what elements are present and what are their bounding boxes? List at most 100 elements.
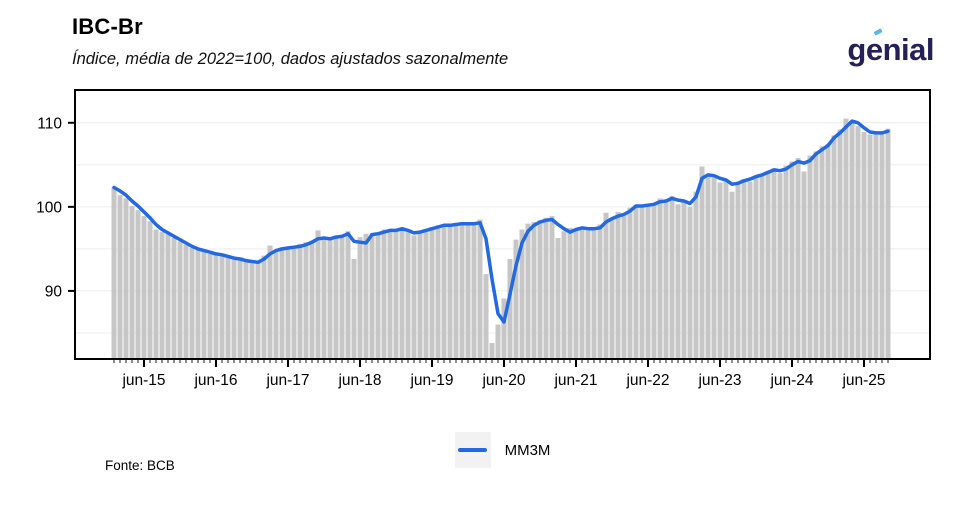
bar <box>483 274 489 358</box>
bar <box>123 198 129 358</box>
bar <box>273 251 279 358</box>
bar <box>477 219 483 358</box>
x-axis-label: jun-24 <box>769 372 813 389</box>
legend-label: MM3M <box>504 441 551 459</box>
bar <box>387 231 393 358</box>
plot-border <box>74 89 931 360</box>
bar <box>195 249 201 358</box>
bar <box>711 177 717 358</box>
bar <box>339 234 345 358</box>
bar <box>537 220 543 358</box>
chart-plot-area: 90 100 110 jun-15 jun-16 jun-17 jun-18 jun-19 ju… <box>36 89 931 389</box>
bar <box>873 133 879 358</box>
bar <box>141 216 147 358</box>
bar <box>501 298 507 358</box>
bar <box>363 233 369 358</box>
y-axis-label: 100 <box>36 199 62 216</box>
bar <box>393 229 399 358</box>
bar <box>243 260 249 358</box>
bar <box>585 230 591 358</box>
x-axis-label: jun-18 <box>337 372 381 389</box>
bar <box>561 231 567 358</box>
x-axis-label: jun-17 <box>265 372 309 389</box>
bar <box>531 221 537 358</box>
bar <box>609 218 615 358</box>
bar <box>753 176 759 358</box>
bar <box>615 211 621 358</box>
bar <box>213 253 219 358</box>
bar <box>513 239 519 358</box>
genial-logo: genial <box>847 28 934 67</box>
bar <box>231 258 237 358</box>
x-axis-label: jun-19 <box>409 372 453 389</box>
x-axis-label: jun-20 <box>481 372 525 389</box>
bar <box>597 224 603 358</box>
chart-subtitle: Índice, média de 2022=100, dados ajustad… <box>72 50 509 68</box>
bar <box>405 232 411 358</box>
bar <box>267 245 273 358</box>
bar <box>861 132 867 358</box>
bar <box>765 170 771 358</box>
bar <box>849 122 855 358</box>
y-axis-label: 110 <box>37 115 62 132</box>
bar <box>573 229 579 358</box>
bar <box>129 206 135 358</box>
bar <box>471 221 477 358</box>
bar <box>885 128 891 358</box>
bar <box>819 146 825 358</box>
bar <box>813 151 819 358</box>
bar <box>549 216 555 358</box>
bar <box>345 231 351 358</box>
bar <box>495 324 501 358</box>
legend: MM3M <box>75 430 930 470</box>
bar <box>831 135 837 358</box>
bar <box>807 155 813 358</box>
bar <box>285 246 291 358</box>
bar <box>225 257 231 358</box>
bar <box>441 224 447 358</box>
bar <box>879 134 885 358</box>
bar <box>465 224 471 358</box>
x-axis-label: jun-22 <box>625 372 669 389</box>
bar <box>603 212 609 358</box>
bar <box>411 235 417 358</box>
bar <box>357 237 363 358</box>
legend-key-box <box>454 432 491 468</box>
y-axis-label: 90 <box>45 283 63 300</box>
bar <box>459 222 465 358</box>
bar <box>177 241 183 358</box>
bar <box>723 180 729 358</box>
bar <box>801 171 807 358</box>
bar <box>303 242 309 358</box>
bar <box>837 129 843 358</box>
bar <box>663 200 669 358</box>
bar <box>309 240 315 358</box>
bar <box>201 251 207 358</box>
bar <box>525 223 531 358</box>
bar <box>429 227 435 358</box>
bar <box>219 255 225 358</box>
bar <box>657 198 663 358</box>
bar <box>681 201 687 358</box>
bar <box>375 234 381 358</box>
bar <box>237 257 243 358</box>
bar <box>795 158 801 358</box>
bar <box>741 179 747 358</box>
bar <box>591 228 597 358</box>
bar <box>621 214 627 358</box>
bar <box>165 233 171 358</box>
bar <box>717 182 723 358</box>
x-axis-label: jun-15 <box>121 372 165 389</box>
bar <box>507 258 513 358</box>
mm3m-line-swatch <box>458 448 488 452</box>
bar <box>147 221 153 358</box>
bar <box>855 126 861 358</box>
source-note: Fonte: BCB <box>105 458 175 473</box>
genial-logo-text: genial <box>847 32 934 67</box>
bar <box>423 229 429 358</box>
bar <box>327 237 333 358</box>
x-axis-label: jun-23 <box>697 372 741 389</box>
bar <box>867 134 873 358</box>
bar <box>111 187 117 358</box>
